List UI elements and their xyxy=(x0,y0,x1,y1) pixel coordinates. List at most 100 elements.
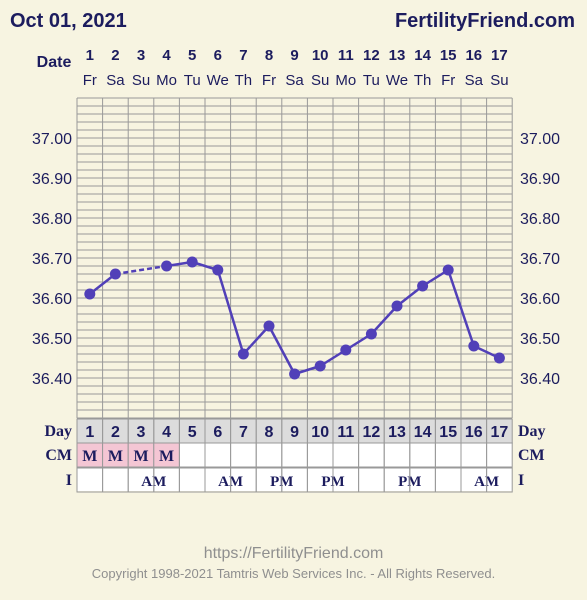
date-number: 4 xyxy=(162,47,171,64)
weekday-label: Th xyxy=(235,72,253,89)
data-point xyxy=(340,344,352,356)
cm-value: M xyxy=(133,448,148,465)
weekday-label: Fr xyxy=(83,72,97,89)
y-tick-label-right: 36.90 xyxy=(520,171,560,188)
y-tick-label-left: 36.60 xyxy=(32,291,72,308)
y-tick-label-right: 36.80 xyxy=(520,211,560,228)
intercourse-cell xyxy=(486,467,513,493)
cm-cell xyxy=(127,442,155,468)
weekday-label: Su xyxy=(490,72,508,89)
date-number: 16 xyxy=(465,47,482,64)
weekday-label: Fr xyxy=(262,72,276,89)
day-row-background xyxy=(77,419,513,443)
series-line-segment xyxy=(115,264,167,276)
footer-url[interactable]: https://FertilityFriend.com xyxy=(203,545,384,562)
date-number: 17 xyxy=(491,47,508,64)
row-label-right-cm: CM xyxy=(518,447,545,464)
date-number: 10 xyxy=(312,47,329,64)
data-point xyxy=(263,320,275,332)
data-point xyxy=(109,268,121,280)
y-tick-label-right: 36.70 xyxy=(520,251,560,268)
day-number: 7 xyxy=(239,424,248,441)
day-number: 3 xyxy=(137,424,146,441)
day-number: 12 xyxy=(363,424,381,441)
weekday-label: Sa xyxy=(285,72,304,89)
row-label-left-cm: CM xyxy=(45,447,72,464)
weekday-label: Sa xyxy=(106,72,125,89)
data-point xyxy=(442,264,454,276)
day-number: 11 xyxy=(337,424,354,441)
date-number: 11 xyxy=(338,47,354,64)
cm-value: M xyxy=(108,448,123,465)
y-tick-label-right: 36.50 xyxy=(520,331,560,348)
data-point xyxy=(289,368,301,380)
weekday-label: Fr xyxy=(441,72,455,89)
day-number: 1 xyxy=(85,424,94,441)
data-point xyxy=(161,260,173,272)
cm-value: M xyxy=(159,448,174,465)
weekday-label: Su xyxy=(311,72,329,89)
day-number: 4 xyxy=(162,424,171,441)
series-line-segment xyxy=(447,269,475,347)
date-number: 8 xyxy=(265,47,273,64)
weekday-label: Tu xyxy=(363,72,380,89)
day-number: 15 xyxy=(439,424,457,441)
row-label-right-intercourse: I xyxy=(518,472,524,489)
day-number: 6 xyxy=(213,424,222,441)
weekday-label: We xyxy=(207,72,229,89)
date-number: 2 xyxy=(111,47,119,64)
data-point xyxy=(493,352,505,364)
weekday-label: We xyxy=(386,72,408,89)
data-point xyxy=(417,280,429,292)
weekday-label: Sa xyxy=(465,72,484,89)
data-point xyxy=(391,300,403,312)
cm-cell xyxy=(486,442,513,468)
date-row-label: Date xyxy=(37,54,72,71)
date-number: 12 xyxy=(363,47,380,64)
row-label-left-day: Day xyxy=(44,423,72,440)
date-number: 5 xyxy=(188,47,196,64)
data-point xyxy=(186,256,198,268)
y-tick-label-right: 36.60 xyxy=(520,291,560,308)
date-number: 3 xyxy=(137,47,145,64)
data-point xyxy=(237,348,249,360)
cm-cell xyxy=(76,442,104,468)
day-number: 9 xyxy=(290,424,299,441)
date-number: 13 xyxy=(389,47,406,64)
y-tick-label-left: 36.70 xyxy=(32,251,72,268)
series-line-segment xyxy=(216,269,245,355)
y-tick-label-right: 37.00 xyxy=(520,131,560,148)
data-point xyxy=(468,340,480,352)
row-label-right-day: Day xyxy=(518,423,546,440)
series-line-segment xyxy=(370,305,398,335)
y-tick-label-left: 36.50 xyxy=(32,331,72,348)
day-number: 17 xyxy=(491,424,509,441)
cm-value: M xyxy=(82,448,97,465)
data-point xyxy=(365,328,377,340)
weekday-label: Tu xyxy=(184,72,201,89)
y-tick-label-left: 36.80 xyxy=(32,211,72,228)
brand-name: FertilityFriend.com xyxy=(394,10,575,32)
day-number: 13 xyxy=(388,424,406,441)
date-number: 9 xyxy=(290,47,298,64)
data-point xyxy=(314,360,326,372)
data-point xyxy=(212,264,224,276)
series-line-segment xyxy=(242,325,270,355)
grid xyxy=(76,97,513,419)
day-number: 8 xyxy=(265,424,274,441)
chart-date-title: Oct 01, 2021 xyxy=(10,10,127,32)
y-tick-label-left: 37.00 xyxy=(32,131,72,148)
day-number: 2 xyxy=(111,424,120,441)
y-tick-label-right: 36.40 xyxy=(520,371,560,388)
data-point xyxy=(84,288,96,300)
day-number: 14 xyxy=(414,424,432,441)
y-tick-label-left: 36.90 xyxy=(32,171,72,188)
day-number: 16 xyxy=(465,424,483,441)
row-label-left-intercourse: I xyxy=(66,472,72,489)
day-number: 10 xyxy=(311,424,329,441)
weekday-label: Su xyxy=(132,72,150,89)
footer-copyright: Copyright 1998-2021 Tamtris Web Services… xyxy=(91,566,496,581)
weekday-label: Mo xyxy=(156,72,177,89)
cm-cell xyxy=(102,442,129,468)
